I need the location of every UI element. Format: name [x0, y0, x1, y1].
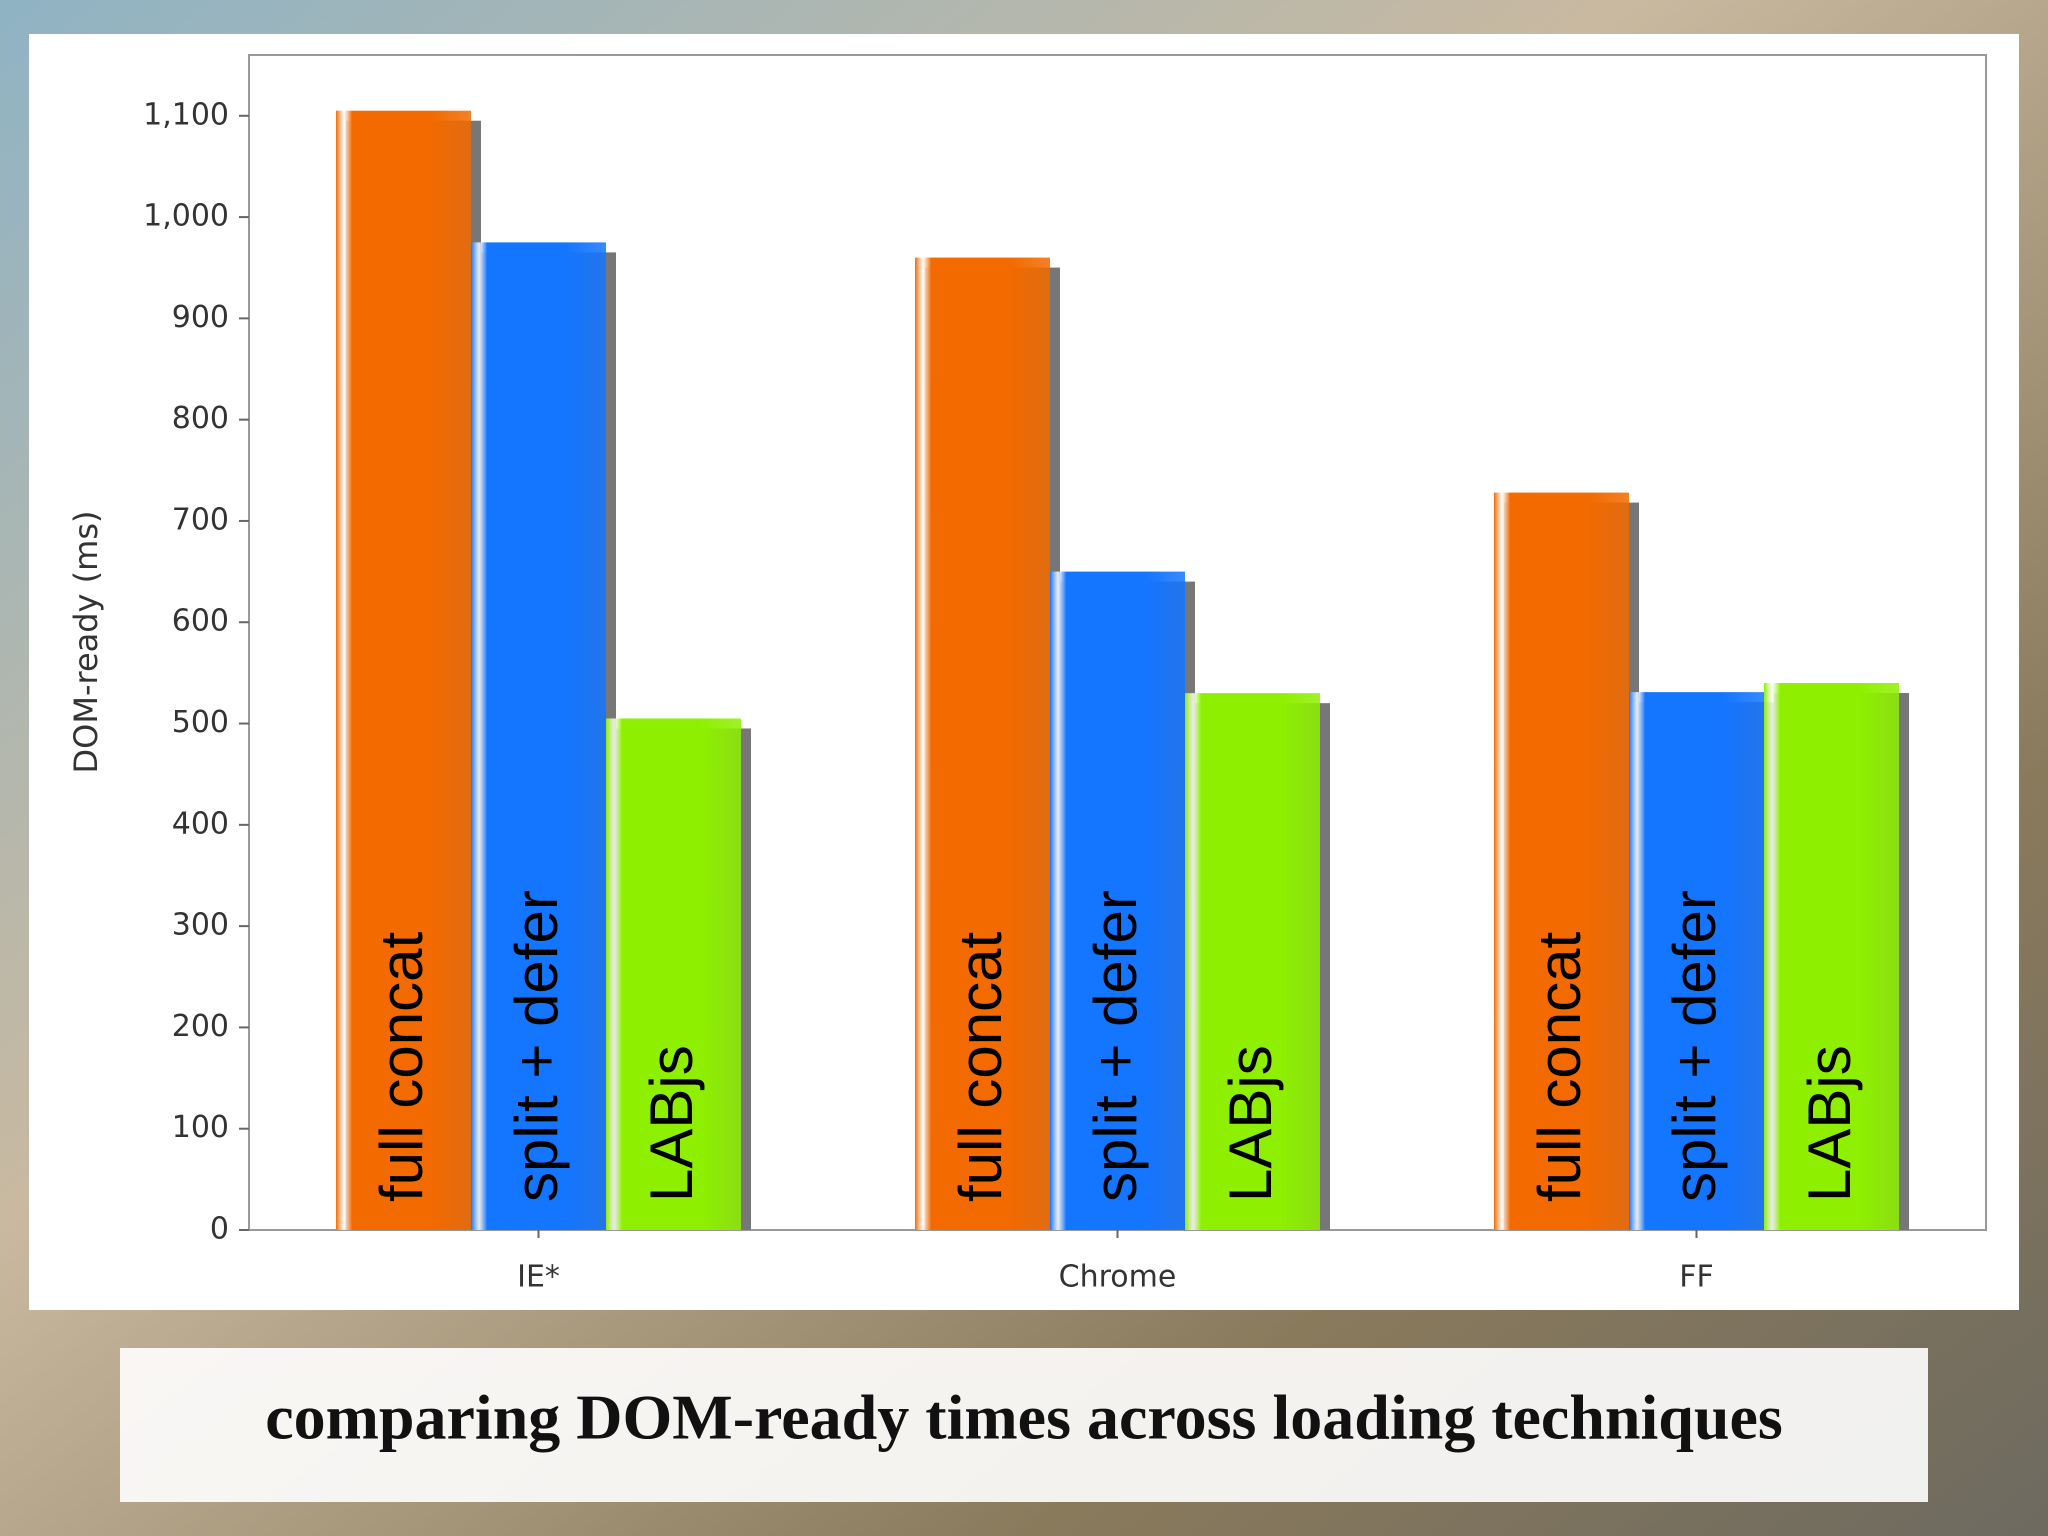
bar: [471, 242, 606, 1231]
bar-label: LABjs: [638, 1045, 705, 1202]
y-tick-label: 900: [172, 300, 229, 335]
y-tick-label: 1,000: [143, 199, 229, 234]
bar-label: LABjs: [1217, 1045, 1284, 1202]
y-tick-label: 800: [172, 401, 229, 436]
x-tick-label: Chrome: [1059, 1260, 1177, 1295]
y-tick-label: 200: [172, 1009, 229, 1044]
bar-label: split + defer: [1082, 890, 1149, 1202]
bar: [1050, 571, 1185, 1230]
bar: [606, 718, 741, 1230]
y-tick-label: 300: [172, 908, 229, 943]
bar-label: full concat: [1526, 932, 1593, 1202]
y-tick-label: 600: [172, 604, 229, 639]
caption: comparing DOM-ready times across loading…: [265, 1382, 1783, 1453]
bar: [1494, 492, 1629, 1231]
caption-box: [120, 1348, 1928, 1502]
bar-label: full concat: [368, 932, 435, 1202]
bar: [915, 257, 1050, 1231]
y-axis-label: DOM-ready (ms): [67, 511, 105, 774]
bar-label: split + defer: [503, 890, 570, 1202]
x-tick-label: IE*: [517, 1260, 560, 1295]
x-tick-label: FF: [1679, 1260, 1714, 1295]
bar: [1185, 693, 1320, 1230]
y-tick-label: 500: [172, 705, 229, 740]
bar-label: LABjs: [1796, 1045, 1863, 1202]
y-tick-label: 0: [210, 1212, 229, 1247]
y-tick-label: 400: [172, 806, 229, 841]
bar: [1764, 683, 1899, 1230]
y-tick-label: 100: [172, 1110, 229, 1145]
bar-label: full concat: [947, 932, 1014, 1202]
y-tick-label: 1,100: [143, 97, 229, 132]
bar: [336, 110, 471, 1231]
bar: [1629, 692, 1764, 1230]
bar-label: split + defer: [1661, 890, 1728, 1202]
y-tick-label: 700: [172, 502, 229, 537]
